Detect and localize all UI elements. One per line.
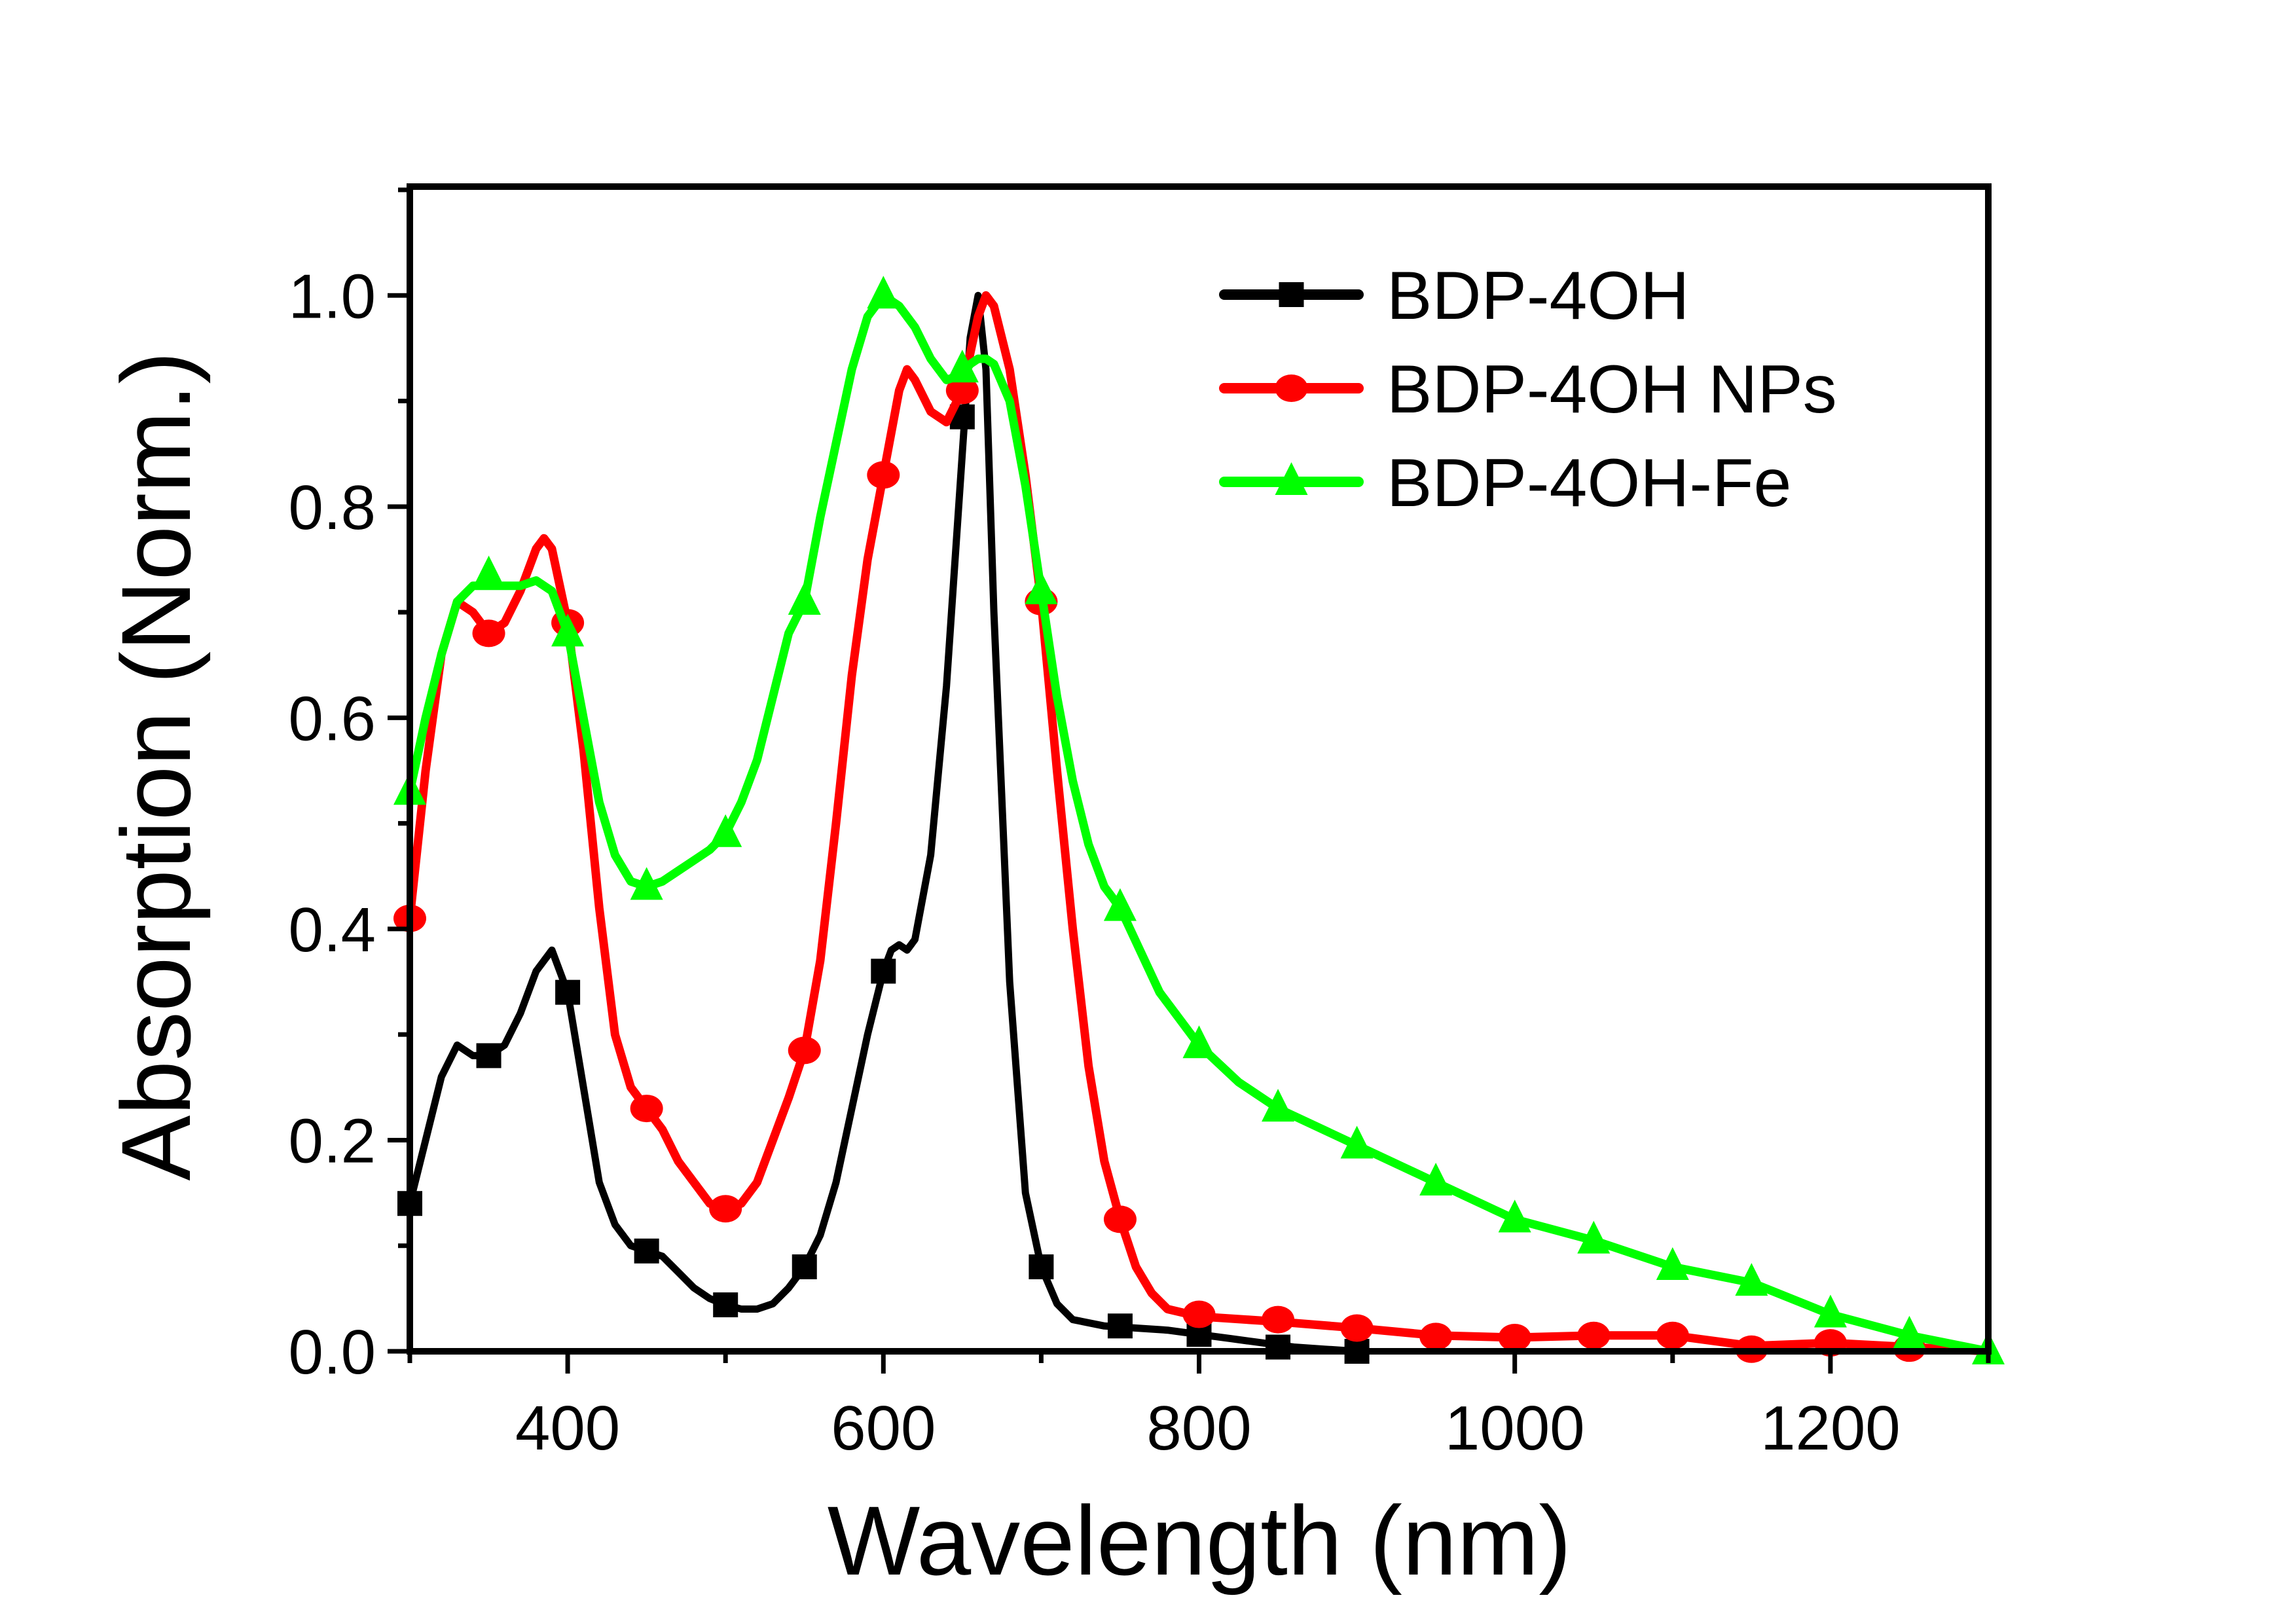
circle-marker bbox=[788, 1036, 821, 1065]
triangle-marker bbox=[1735, 1263, 1768, 1296]
legend-label: BDP-4OH bbox=[1387, 258, 1689, 334]
y-tick-label: 1.0 bbox=[289, 261, 376, 331]
x-axis-title: Wavelength (nm) bbox=[828, 1486, 1572, 1596]
square-marker bbox=[634, 1238, 659, 1264]
circle-marker bbox=[1656, 1321, 1689, 1349]
triangle-marker bbox=[1498, 1199, 1531, 1233]
triangle-marker bbox=[1340, 1125, 1374, 1159]
y-tick-label: 0.0 bbox=[289, 1317, 376, 1387]
circle-marker bbox=[1577, 1321, 1611, 1349]
triangle-marker bbox=[709, 814, 742, 847]
triangle-marker bbox=[1262, 1089, 1295, 1122]
ticks-layer: 400 600 800 1000 1200 0.0 0.2 0.4 0.6 0.8 1.0 bbox=[289, 187, 1991, 1463]
triangle-marker bbox=[551, 613, 585, 647]
circle-marker bbox=[630, 1095, 663, 1123]
series-bdp-4oh-fe bbox=[393, 276, 2005, 1364]
triangle-marker bbox=[630, 867, 663, 900]
triangle-marker bbox=[1419, 1162, 1453, 1195]
y-tick-label: 0.4 bbox=[289, 895, 376, 965]
circle-marker bbox=[1182, 1300, 1216, 1328]
square-marker bbox=[713, 1292, 738, 1318]
square-marker bbox=[1029, 1254, 1054, 1279]
legend-label: BDP-4OH NPs bbox=[1387, 352, 1837, 428]
legend-label: BDP-4OH-Fe bbox=[1387, 445, 1791, 521]
square-marker bbox=[1107, 1313, 1133, 1339]
x-tick-label: 600 bbox=[831, 1393, 936, 1463]
triangle-marker bbox=[1577, 1220, 1611, 1254]
y-tick-label: 0.6 bbox=[289, 684, 376, 754]
legend-triangle-marker bbox=[1275, 462, 1308, 495]
y-tick-label: 0.2 bbox=[289, 1106, 376, 1176]
triangle-marker bbox=[472, 555, 505, 589]
circle-marker bbox=[709, 1195, 742, 1223]
circle-marker bbox=[1419, 1322, 1453, 1351]
legend: BDP-4OH BDP-4OH NPs BDP-4OH-Fe bbox=[1219, 258, 1837, 521]
legend-square-marker bbox=[1279, 282, 1304, 307]
square-marker bbox=[1266, 1334, 1291, 1360]
triangle-marker bbox=[945, 350, 979, 383]
triangle-marker bbox=[1656, 1247, 1689, 1280]
legend-item: BDP-4OH-Fe bbox=[1219, 445, 1791, 521]
circle-marker bbox=[945, 376, 979, 405]
triangle-marker bbox=[1103, 888, 1137, 921]
circle-marker bbox=[867, 461, 900, 489]
triangle-marker bbox=[788, 581, 821, 615]
legend-circle-marker bbox=[1275, 374, 1308, 402]
circle-marker bbox=[1498, 1324, 1531, 1352]
y-tick-label: 0.8 bbox=[289, 473, 376, 543]
square-marker bbox=[792, 1254, 817, 1279]
square-marker bbox=[555, 979, 581, 1005]
legend-item: BDP-4OH bbox=[1219, 258, 1689, 334]
triangle-marker bbox=[1182, 1025, 1216, 1059]
series-layer bbox=[393, 276, 2005, 1364]
circle-marker bbox=[1103, 1205, 1137, 1233]
square-marker bbox=[871, 958, 896, 984]
triangle-marker bbox=[1025, 571, 1058, 604]
series-line bbox=[406, 291, 1361, 1355]
circle-marker bbox=[472, 619, 505, 647]
x-tick-label: 1000 bbox=[1445, 1393, 1585, 1463]
triangle-marker bbox=[1893, 1315, 1926, 1349]
x-tick-label: 800 bbox=[1146, 1393, 1251, 1463]
y-axis-title: Absorption (Norm.) bbox=[101, 351, 211, 1180]
legend-item: BDP-4OH NPs bbox=[1219, 352, 1837, 428]
x-tick-label: 1200 bbox=[1760, 1393, 1901, 1463]
triangle-marker bbox=[1813, 1294, 1847, 1328]
square-marker bbox=[476, 1043, 501, 1068]
circle-marker bbox=[1340, 1314, 1374, 1342]
x-tick-label: 400 bbox=[515, 1393, 620, 1463]
series-bdp-4oh-nps bbox=[393, 291, 1993, 1363]
circle-marker bbox=[1262, 1305, 1295, 1334]
triangle-marker bbox=[867, 276, 900, 309]
